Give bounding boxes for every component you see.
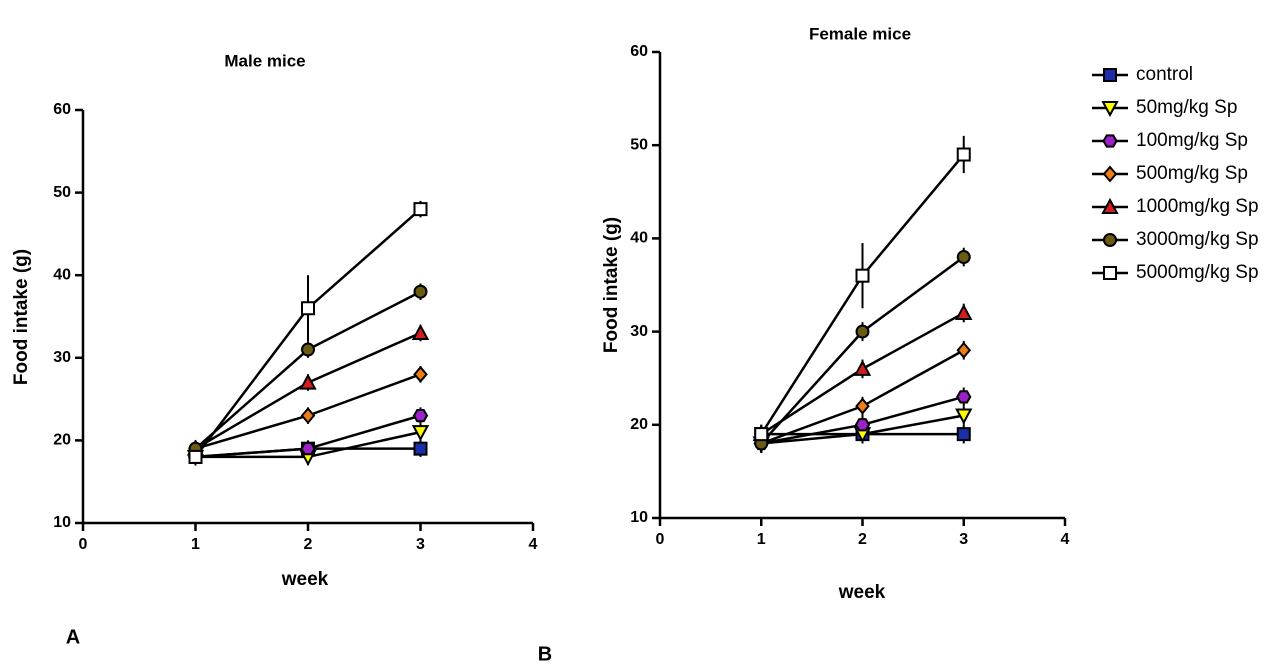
- y-axis-label: Food intake (g): [601, 217, 622, 353]
- legend-label: control: [1136, 64, 1193, 85]
- x-tick-label: 3: [959, 531, 968, 548]
- data-point: [957, 306, 971, 319]
- x-tick-label: 3: [416, 536, 425, 553]
- legend-label: 3000mg/kg Sp: [1136, 229, 1259, 250]
- y-tick-label: 30: [53, 349, 71, 366]
- data-point: [414, 326, 428, 339]
- legend-label: 5000mg/kg Sp: [1136, 262, 1259, 283]
- y-tick-label: 10: [630, 509, 648, 526]
- data-point: [415, 367, 427, 381]
- data-point: [857, 326, 869, 338]
- data-point: [957, 391, 970, 402]
- legend-marker: [1104, 267, 1116, 279]
- y-tick-label: 60: [630, 43, 648, 60]
- legend-marker: [1104, 167, 1116, 181]
- y-tick-label: 60: [53, 101, 71, 118]
- data-point: [301, 376, 315, 389]
- y-tick-label: 30: [630, 323, 648, 340]
- x-tick-label: 0: [656, 531, 665, 548]
- data-point: [414, 410, 427, 421]
- data-point: [302, 302, 314, 314]
- y-tick-label: 50: [630, 136, 648, 153]
- data-point: [958, 149, 970, 161]
- data-point: [415, 203, 427, 215]
- data-point: [415, 286, 427, 298]
- legend-label: 50mg/kg Sp: [1136, 97, 1237, 118]
- data-point: [857, 270, 869, 282]
- chart-title: Female mice: [809, 24, 911, 43]
- panel-label: B: [538, 643, 552, 665]
- legend-label: 1000mg/kg Sp: [1136, 196, 1259, 217]
- legend-label: 500mg/kg Sp: [1136, 163, 1248, 184]
- data-point: [856, 419, 869, 430]
- y-tick-label: 50: [53, 184, 71, 201]
- data-point: [755, 428, 767, 440]
- y-axis-label: Food intake (g): [11, 249, 32, 385]
- panel-label: A: [66, 626, 80, 648]
- data-point: [856, 362, 870, 375]
- data-point: [958, 428, 970, 440]
- data-point: [958, 343, 970, 357]
- y-tick-label: 20: [53, 432, 71, 449]
- x-tick-label: 0: [79, 536, 88, 553]
- data-point: [302, 443, 315, 454]
- x-axis-label: week: [281, 569, 329, 590]
- x-tick-label: 2: [858, 531, 867, 548]
- legend-label: 100mg/kg Sp: [1136, 130, 1248, 151]
- legend-marker: [1104, 69, 1116, 81]
- x-tick-label: 4: [1061, 531, 1070, 548]
- x-tick-label: 4: [529, 536, 538, 553]
- data-point: [857, 399, 869, 413]
- chart-title: Male mice: [224, 51, 305, 70]
- x-tick-label: 2: [304, 536, 313, 553]
- y-tick-label: 20: [630, 416, 648, 433]
- legend-marker: [1104, 135, 1117, 146]
- y-tick-label: 40: [53, 266, 71, 283]
- data-point: [190, 451, 202, 463]
- figure: Male miceweekFood intake (g)A10203040506…: [0, 0, 1282, 666]
- data-point: [415, 443, 427, 455]
- data-point: [302, 344, 314, 356]
- y-tick-label: 10: [53, 514, 71, 531]
- x-tick-label: 1: [191, 536, 200, 553]
- y-tick-label: 40: [630, 230, 648, 247]
- data-point: [958, 251, 970, 263]
- x-tick-label: 1: [757, 531, 766, 548]
- legend-marker: [1104, 234, 1116, 246]
- x-axis-label: week: [838, 582, 886, 603]
- data-point: [302, 409, 314, 423]
